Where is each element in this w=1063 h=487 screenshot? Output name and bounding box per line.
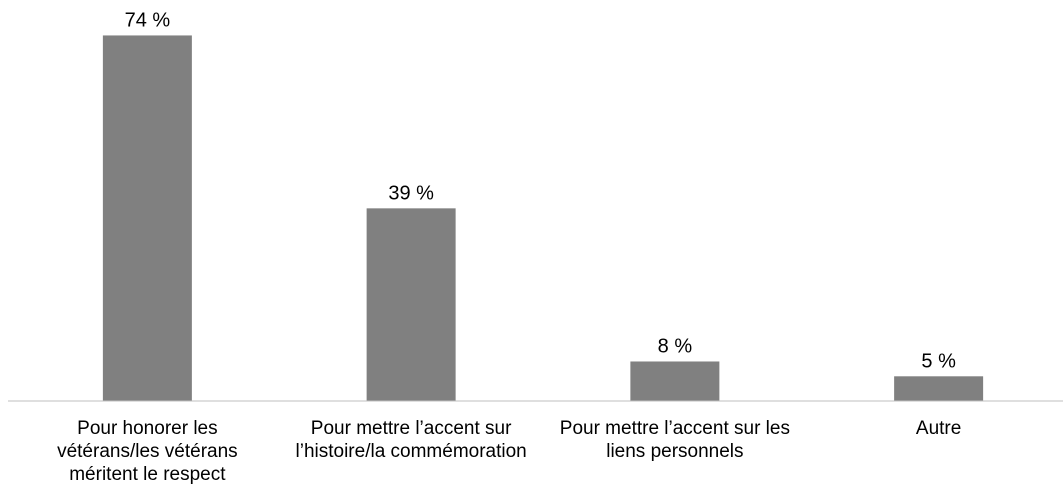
bar-3	[630, 361, 720, 401]
category-label-4: Autre	[916, 418, 961, 439]
category-label-3: Pour mettre l’accent sur les liens person…	[560, 418, 790, 462]
category-label-line: vétérans/les vétérans	[57, 441, 238, 462]
bars-layer	[102, 35, 984, 401]
category-label-line: Pour mettre l’accent sur les	[560, 418, 790, 439]
category-label-1: Pour honorer les vétérans/les vétérans mér…	[57, 418, 238, 485]
category-label-line: Pour honorer les	[77, 418, 217, 439]
bar-4	[894, 376, 984, 401]
category-label-line: méritent le respect	[69, 464, 226, 485]
data-label-3: 8 %	[658, 335, 693, 357]
bar-2	[366, 208, 456, 401]
category-label-line: Pour mettre l’accent sur	[311, 418, 512, 439]
category-label-line: liens personnels	[606, 441, 743, 462]
category-label-2: Pour mettre l’accent sur l’histoire/la co…	[296, 418, 527, 462]
category-label-line: l’histoire/la commémoration	[296, 441, 527, 462]
data-label-4: 5 %	[921, 350, 956, 372]
value-labels-layer: 74 % 39 % 8 % 5 %	[125, 9, 956, 372]
data-label-1: 74 %	[125, 9, 171, 31]
category-label-line: Autre	[916, 418, 961, 439]
bar-1	[102, 35, 192, 401]
category-labels-layer: Pour honorer les vétérans/les vétérans mér…	[57, 418, 961, 485]
data-label-2: 39 %	[388, 182, 434, 204]
